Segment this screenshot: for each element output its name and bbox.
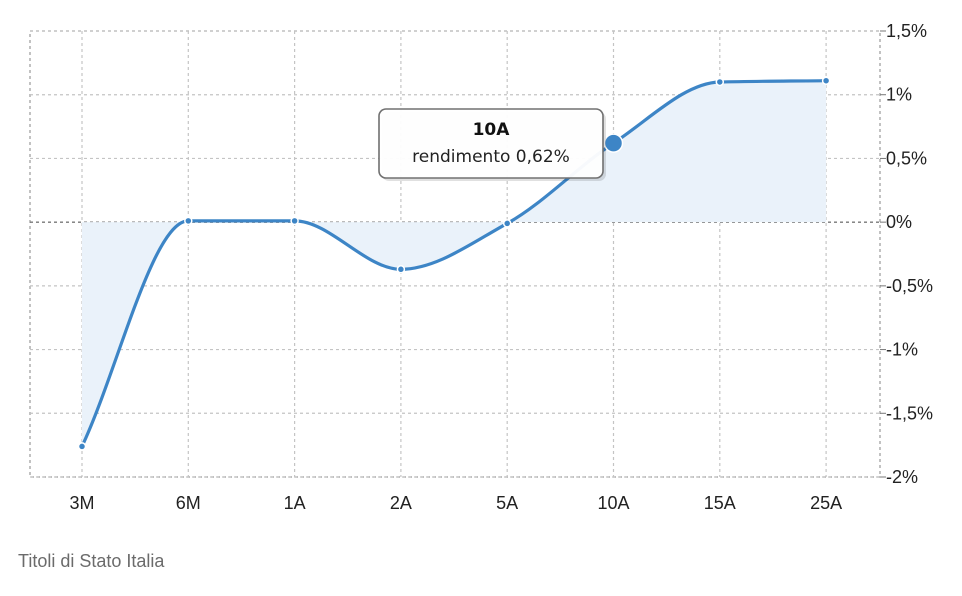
tooltip-box xyxy=(378,108,604,179)
x-tick-label: 10A xyxy=(597,493,629,513)
x-tick-label: 5A xyxy=(496,493,518,513)
area-fill xyxy=(82,80,827,447)
tooltip-title: 10A xyxy=(473,120,511,140)
y-tick-label: 1,5% xyxy=(886,21,927,41)
data-point xyxy=(77,442,87,451)
tooltip-value: rendimento 0,62% xyxy=(412,147,570,167)
x-tick-label: 2A xyxy=(390,493,412,513)
chart-tooltip: 10A rendimento 0,62% xyxy=(378,108,606,181)
x-tick-label: 25A xyxy=(810,493,842,513)
data-point-highlighted xyxy=(603,133,624,153)
chart-caption: Titoli di Stato Italia xyxy=(18,551,165,571)
x-tick-label: 3M xyxy=(69,493,94,513)
y-tick-label: 1% xyxy=(886,85,912,105)
yield-curve-chart: 3M 6M 1A 2A 5A 10A 15A 25A 1,5% 1% 0,5% 0% -0,5% -1%… xyxy=(29,21,933,513)
y-tick-label: 0% xyxy=(886,212,912,232)
x-tick-label: 6M xyxy=(176,493,201,513)
x-tick-label: 15A xyxy=(704,493,736,513)
x-tick-label: 1A xyxy=(284,493,306,513)
data-point xyxy=(184,216,193,226)
chart-series xyxy=(80,79,828,449)
y-tick-label: -2% xyxy=(886,467,918,487)
x-axis-ticks: 3M 6M 1A 2A 5A 10A 15A 25A xyxy=(69,493,842,513)
data-point xyxy=(396,265,406,274)
data-point xyxy=(290,216,299,226)
data-point xyxy=(715,77,725,87)
y-tick-label: 0,5% xyxy=(886,148,927,168)
y-tick-label: -1% xyxy=(886,340,918,360)
series-line xyxy=(80,79,828,449)
y-tick-label: -1,5% xyxy=(886,403,933,423)
y-axis-ticks: 1,5% 1% 0,5% 0% -0,5% -1% -1,5% -2% xyxy=(880,21,933,487)
data-point xyxy=(502,219,512,228)
chart-area-fill xyxy=(82,80,827,447)
chart-points xyxy=(77,76,831,451)
y-tick-label: -0,5% xyxy=(886,276,933,296)
data-point xyxy=(821,76,831,85)
